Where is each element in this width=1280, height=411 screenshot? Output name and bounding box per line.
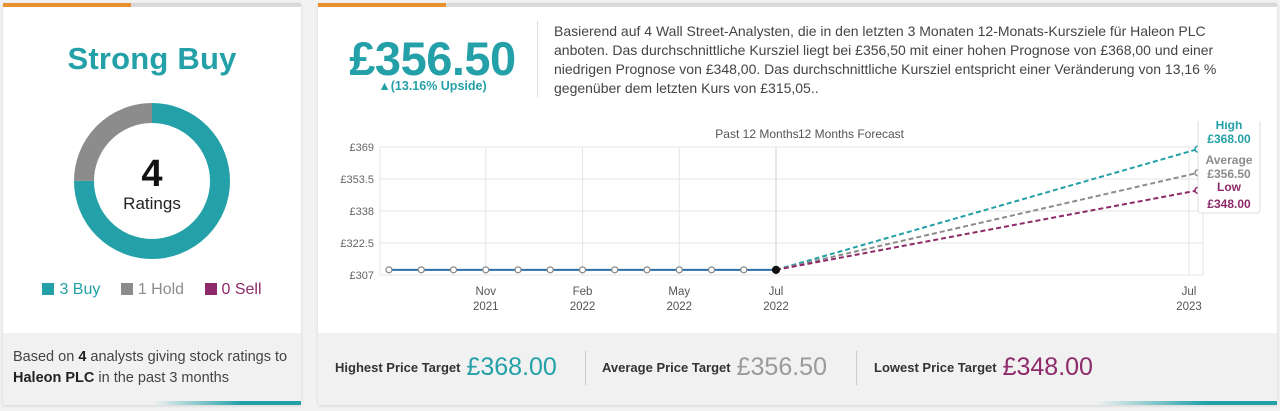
past-12-months-label: Past 12 Months: [715, 127, 798, 141]
x-tick-month: Nov: [476, 286, 497, 298]
price-history-point[interactable]: [578, 266, 587, 274]
price-history-point[interactable]: [740, 266, 748, 274]
average-target-value: £356.50: [736, 353, 827, 381]
y-tick-label: £369: [350, 142, 374, 154]
y-tick-label: £322.5: [340, 238, 374, 250]
targets-divider: [585, 351, 586, 385]
ratings-donut-chart: [74, 103, 230, 259]
legend-hold-label: 1 Hold: [137, 281, 185, 298]
y-tick-label: £338: [350, 206, 374, 218]
ratings-legend: 3 Buy 1 Hold 0 Sell: [3, 281, 301, 299]
price-forecast-chart: £369 £353.5 £338 £322.5 £307 Nov 2021 Feb 2022 M…: [340, 121, 1261, 313]
buy-swatch: [42, 283, 55, 295]
legend-sell: 0 Sell: [204, 281, 262, 299]
tooltip-average-name: Average: [1206, 153, 1253, 167]
ratings-count-label: Ratings: [123, 194, 181, 213]
summary-post: in the past 3 months: [94, 370, 229, 386]
consensus-rating: Strong Buy: [67, 41, 237, 76]
price-history-point[interactable]: [771, 265, 781, 274]
x-tick-year: 2021: [473, 301, 499, 313]
highest-target-value: £368.00: [466, 353, 557, 381]
lowest-target-label: Lowest Price Target: [874, 360, 997, 375]
average-price-target-summary: Average Price Target £356.50: [602, 353, 827, 382]
price-history-point[interactable]: [385, 266, 393, 274]
price-target-description: Basierend auf 4 Wall Street-Analysten, d…: [554, 23, 1217, 96]
legend-buy: 3 Buy: [42, 281, 100, 299]
header-divider: [537, 21, 538, 97]
legend-sell-label: 0 Sell: [221, 281, 262, 298]
forecast-line-average: [775, 171, 1199, 271]
price-history-point[interactable]: [449, 266, 458, 274]
highest-target-label: Highest Price Target: [335, 360, 461, 375]
x-tick-year: 2022: [763, 301, 789, 313]
upside-percent: ▲(13.16% Upside): [378, 79, 487, 93]
x-tick-month: Feb: [573, 286, 593, 298]
summary-pre: Based on: [13, 349, 79, 365]
tooltip-average-value: £356.50: [1207, 167, 1251, 181]
x-tick-month: Jul: [1182, 286, 1197, 298]
summary-mid: analysts giving stock ratings to: [86, 349, 288, 365]
price-target-card: £356.50 ▲(13.16% Upside) Basierend auf 4…: [318, 3, 1277, 405]
price-history-point[interactable]: [643, 266, 651, 274]
ratings-count: 4: [141, 153, 163, 195]
analyst-summary-footer: Based on 4 analysts giving stock ratings…: [3, 333, 301, 405]
analyst-summary-text: Based on 4 analysts giving stock ratings…: [13, 347, 293, 389]
targets-divider: [856, 351, 857, 385]
card-top-accent: [3, 3, 301, 7]
average-price-target: £356.50: [349, 32, 516, 85]
average-target-label: Average Price Target: [602, 360, 731, 375]
highest-price-target: Highest Price Target £368.00: [335, 353, 557, 382]
x-tick-month: May: [668, 286, 690, 298]
summary-analyst-count: 4: [78, 349, 87, 365]
analyst-consensus-card: Strong Buy 4 Ratings 3 Buy 1 Hold 0 Sell…: [3, 3, 301, 405]
legend-buy-label: 3 Buy: [59, 281, 101, 298]
sell-swatch: [204, 283, 217, 295]
price-history-point[interactable]: [482, 266, 490, 274]
x-tick-year: 2022: [570, 301, 596, 313]
footer-accent-bar: [1097, 401, 1277, 405]
lowest-price-target: Lowest Price Target £348.00: [874, 353, 1093, 382]
forecast-label: 12 Months Forecast: [798, 127, 905, 141]
tooltip-low-name: Low: [1217, 180, 1242, 194]
forecast-tooltip: [1197, 121, 1261, 214]
price-history-point[interactable]: [546, 266, 554, 274]
price-history-point[interactable]: [611, 266, 619, 274]
y-tick-label: £307: [350, 270, 374, 282]
card-top-accent: [318, 3, 1277, 7]
forecast-line-high: [775, 148, 1199, 271]
x-tick-month: Jul: [769, 286, 784, 298]
donut-hold-segment: [74, 103, 230, 259]
price-targets-bar: Highest Price Target £368.00 Average Pric…: [318, 333, 1277, 405]
x-tick-year: 2023: [1176, 301, 1202, 313]
forecast-line-low: [775, 189, 1199, 271]
hold-swatch: [120, 283, 133, 295]
y-tick-label: £353.5: [340, 174, 374, 186]
price-history-point[interactable]: [417, 266, 425, 274]
x-tick-year: 2022: [666, 301, 692, 313]
tooltip-low-value: £348.00: [1207, 197, 1251, 211]
price-history-point[interactable]: [675, 266, 683, 274]
footer-accent-bar: [153, 401, 301, 405]
summary-company[interactable]: Haleon PLC: [13, 370, 95, 386]
tooltip-high-value: £368.00: [1207, 132, 1251, 146]
price-history-point[interactable]: [514, 266, 522, 274]
lowest-target-value: £348.00: [1002, 353, 1093, 381]
legend-hold: 1 Hold: [120, 281, 185, 299]
price-history-point[interactable]: [707, 266, 716, 274]
tooltip-high-name: High: [1216, 121, 1243, 132]
